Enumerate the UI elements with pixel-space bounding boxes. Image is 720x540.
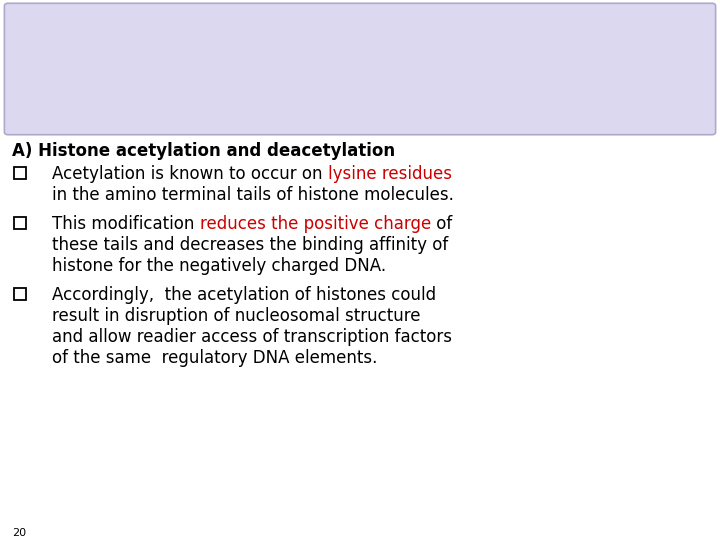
Text: Acetylation is known to occur on: Acetylation is known to occur on <box>52 165 328 183</box>
Text: reduces the positive charge: reduces the positive charge <box>199 215 431 233</box>
Text: 20: 20 <box>12 528 26 538</box>
Text: histone for the negatively charged DNA.: histone for the negatively charged DNA. <box>52 257 386 275</box>
Text: of the same  regulatory DNA elements.: of the same regulatory DNA elements. <box>52 349 377 367</box>
Text: lysine residues: lysine residues <box>328 165 451 183</box>
Text: and allow readier access of transcription factors: and allow readier access of transcriptio… <box>52 328 452 346</box>
Text: This modification: This modification <box>52 215 199 233</box>
Text: of: of <box>431 215 452 233</box>
Text: nucleosome structure (contd.): nucleosome structure (contd.) <box>134 87 586 113</box>
Text: result in disruption of nucleosomal structure: result in disruption of nucleosomal stru… <box>52 307 420 325</box>
Text: Accordingly,  the acetylation of histones could: Accordingly, the acetylation of histones… <box>52 286 436 304</box>
Text: A) Histone acetylation and deacetylation: A) Histone acetylation and deacetylation <box>12 142 395 160</box>
Text: Formation and disruption of: Formation and disruption of <box>151 39 569 65</box>
Text: these tails and decreases the binding affinity of: these tails and decreases the binding af… <box>52 236 449 254</box>
Text: in the amino terminal tails of histone molecules.: in the amino terminal tails of histone m… <box>52 186 454 204</box>
